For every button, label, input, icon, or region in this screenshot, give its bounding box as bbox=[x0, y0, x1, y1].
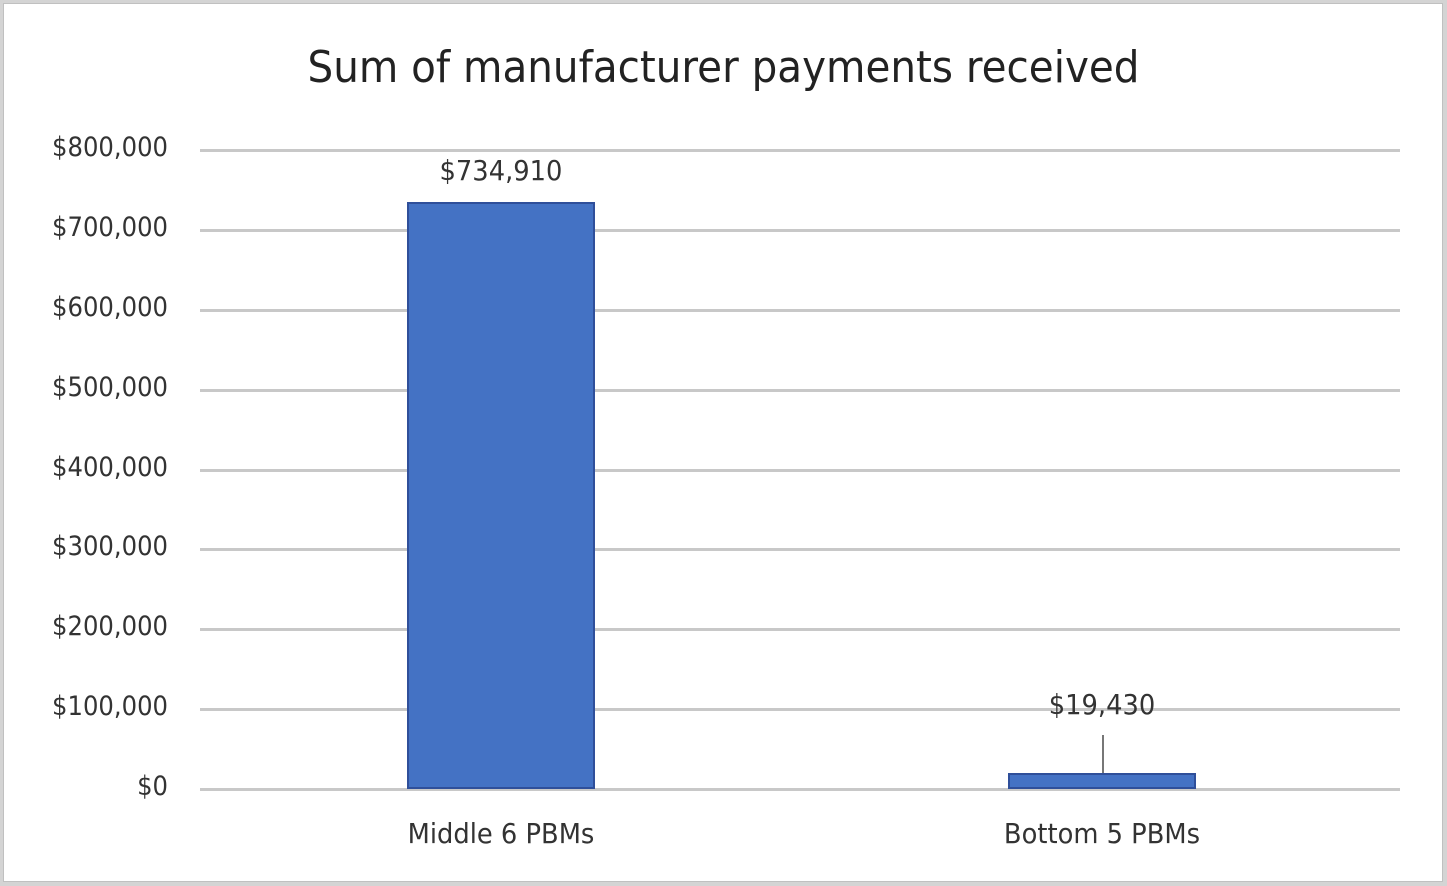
gridline bbox=[200, 388, 1400, 392]
gridline bbox=[200, 149, 1400, 152]
gridline bbox=[200, 308, 1400, 312]
y-axis-tick-label: $800,000 bbox=[52, 132, 168, 163]
y-axis-tick-label: $700,000 bbox=[52, 211, 168, 243]
bar-middle-6-pbms bbox=[407, 201, 595, 789]
y-axis-tick-label: $500,000 bbox=[52, 371, 168, 403]
y-axis-tick-label: $0 bbox=[137, 771, 168, 802]
chart-frame bbox=[3, 3, 1443, 882]
gridline bbox=[200, 548, 1400, 552]
y-axis-tick-label: $300,000 bbox=[52, 531, 168, 563]
data-label: $19,430 bbox=[1048, 688, 1156, 721]
y-axis-tick-label: $200,000 bbox=[52, 611, 168, 643]
gridline bbox=[200, 788, 1400, 791]
x-axis-category-label: Middle 6 PBMs bbox=[407, 817, 595, 850]
y-axis-tick-label: $100,000 bbox=[52, 691, 168, 723]
gridline bbox=[200, 468, 1400, 472]
gridline bbox=[200, 228, 1400, 232]
gridline bbox=[200, 628, 1400, 632]
y-axis-tick-label: $400,000 bbox=[52, 451, 168, 483]
data-label-leader-line bbox=[1102, 735, 1104, 774]
x-axis-category-label: Bottom 5 PBMs bbox=[1003, 817, 1201, 850]
data-label: $734,910 bbox=[439, 153, 563, 187]
chart-title: Sum of manufacturer payments received bbox=[307, 42, 1140, 93]
gridline bbox=[200, 708, 1400, 712]
y-axis-tick-label: $600,000 bbox=[52, 291, 168, 323]
bar-bottom-5-pbms bbox=[1008, 773, 1196, 789]
